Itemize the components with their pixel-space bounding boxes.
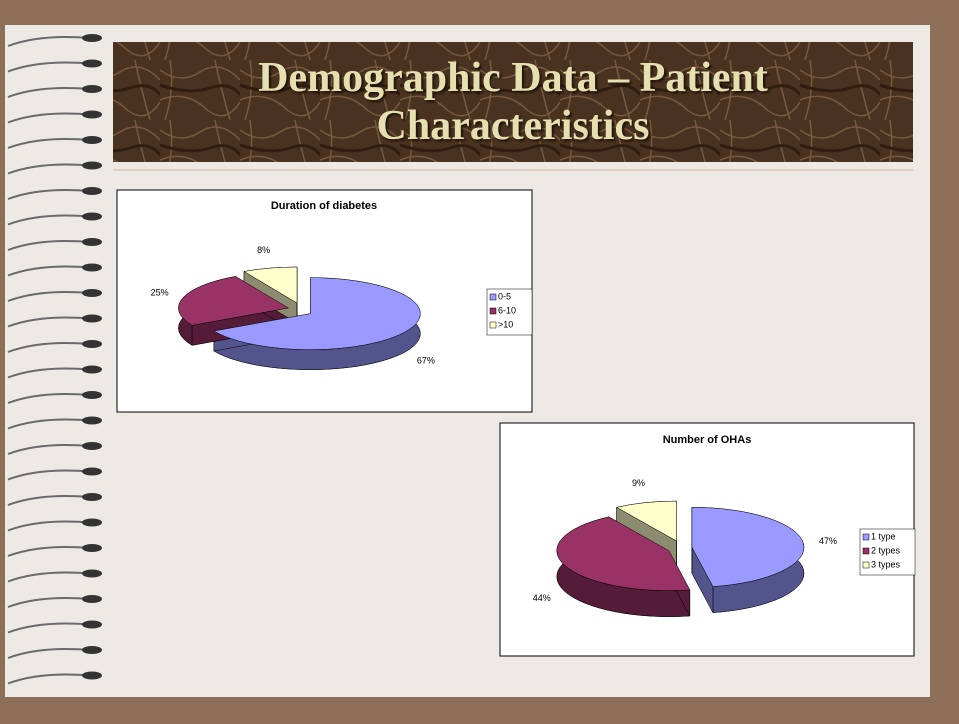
legend-label: 1 type xyxy=(871,531,896,541)
slide: Demographic Data – Patient Characteristi… xyxy=(0,0,959,719)
ring-hole xyxy=(82,391,102,399)
ring-hole xyxy=(82,289,102,297)
ring-hole xyxy=(82,85,102,93)
ring-hole xyxy=(82,570,102,578)
title-box: Demographic Data – Patient Characteristi… xyxy=(113,42,913,162)
data-label: 47% xyxy=(819,536,837,546)
legend-swatch xyxy=(490,294,496,300)
page: Demographic Data – Patient Characteristi… xyxy=(0,0,959,719)
legend-swatch xyxy=(863,562,869,568)
ring-hole xyxy=(82,213,102,221)
ring-hole xyxy=(82,315,102,323)
slide-title: Demographic Data – Patient Characteristi… xyxy=(193,54,833,150)
legend-swatch xyxy=(490,322,496,328)
legend-label: 2 types xyxy=(871,545,901,555)
ring-hole xyxy=(82,264,102,272)
legend-label: 0-5 xyxy=(498,291,511,301)
data-label: 67% xyxy=(417,356,435,366)
ring-hole xyxy=(82,595,102,603)
ring-hole xyxy=(82,672,102,680)
ring-hole xyxy=(82,187,102,195)
ring-hole xyxy=(82,366,102,374)
legend-swatch xyxy=(863,534,869,540)
data-label: 9% xyxy=(632,478,645,488)
ring-hole xyxy=(82,34,102,42)
ring-hole xyxy=(82,238,102,246)
legend-label: >10 xyxy=(498,319,513,329)
ring-hole xyxy=(82,340,102,348)
ring-hole xyxy=(82,417,102,425)
ring-hole xyxy=(82,646,102,654)
ring-hole xyxy=(82,111,102,119)
ring-hole xyxy=(82,136,102,144)
ring-hole xyxy=(82,60,102,68)
ring-hole xyxy=(82,544,102,552)
ring-hole xyxy=(82,621,102,629)
data-label: 25% xyxy=(151,287,169,297)
ring-hole xyxy=(82,442,102,450)
legend-label: 3 types xyxy=(871,559,901,569)
ring-hole xyxy=(82,468,102,476)
data-label: 8% xyxy=(257,245,270,255)
chart-title: Duration of diabetes xyxy=(271,200,377,212)
legend-label: 6-10 xyxy=(498,305,516,315)
legend-swatch xyxy=(490,308,496,314)
chart-title: Number of OHAs xyxy=(663,434,752,446)
ring-hole xyxy=(82,493,102,501)
data-label: 44% xyxy=(533,593,551,603)
legend-swatch xyxy=(863,548,869,554)
ring-hole xyxy=(82,519,102,527)
ring-hole xyxy=(82,162,102,170)
